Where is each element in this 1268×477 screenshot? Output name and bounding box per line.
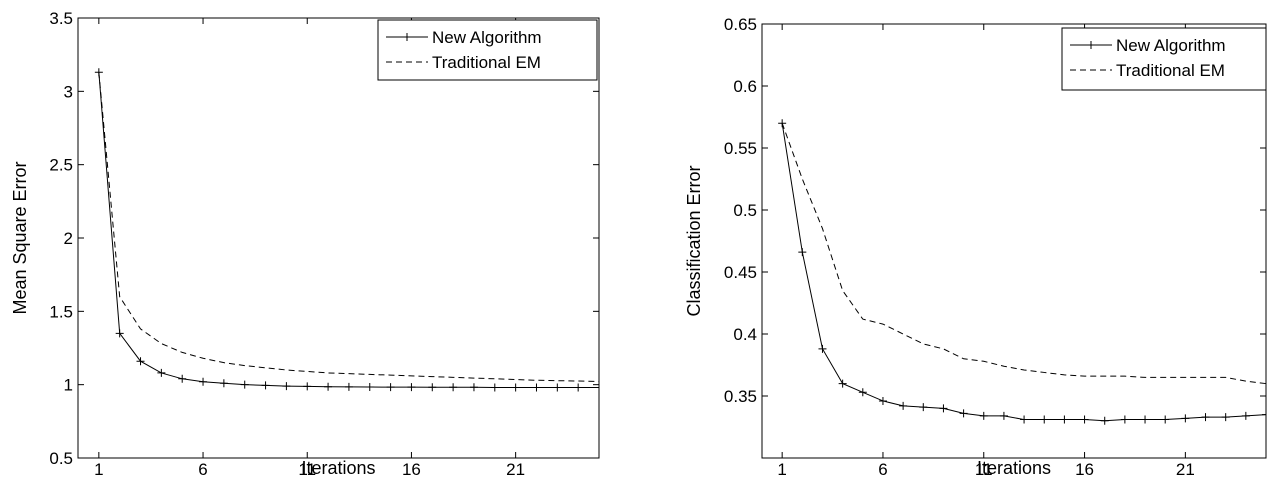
x-tick-label: 11 [298,460,316,477]
x-tick-label: 21 [506,460,525,477]
legend-label: Traditional EM [432,53,541,72]
series-point-marker [1241,411,1250,420]
y-tick-label: 0.4 [733,325,757,344]
legend-marker [1087,41,1095,49]
series-line-0 [98,72,599,388]
series-point-marker [240,380,249,389]
y-tick-label: 1.5 [49,302,73,321]
y-axis-title: Classification Error [684,165,704,316]
x-axis-title: Iterations [977,458,1051,477]
y-tick-label: 2.5 [49,156,73,175]
y-tick-label: 1 [64,376,73,395]
series-line-1 [781,123,1266,385]
series-point-marker [818,344,827,353]
series-point-marker [511,383,520,392]
series-point-marker [1020,415,1029,424]
y-tick-label: 2 [64,229,73,248]
series-point-marker [178,374,187,383]
x-tick-label: 11 [975,460,993,477]
series-point-marker [878,396,887,405]
series-line-0 [781,123,1266,422]
series-point-marker [407,383,416,392]
x-axis-title: Iterations [301,458,375,477]
series-point-marker [1141,415,1150,424]
series-point-marker [1262,410,1266,419]
series-point-marker [1100,416,1109,425]
x-tick-label: 16 [402,460,421,477]
series-point-marker [261,381,270,390]
series-point-marker [386,383,395,392]
series-point-marker [1181,414,1190,423]
series-point-marker [595,383,599,392]
series-point-marker [838,379,847,388]
series-point-marker [1060,415,1069,424]
series-point-marker [344,382,353,391]
y-tick-label: 0.5 [49,449,73,468]
legend-label: New Algorithm [432,28,542,47]
series-point-marker [919,403,928,412]
x-tick-label: 1 [777,460,786,477]
y-tick-label: 0.6 [733,77,757,96]
series-point-marker [899,401,908,410]
series-point-marker [303,382,312,391]
y-tick-label: 3.5 [49,9,73,28]
legend-label: New Algorithm [1116,36,1226,55]
series-point-marker [798,248,807,257]
series-point-marker [1221,413,1230,422]
series-group [778,119,1266,425]
y-tick-label: 0.55 [724,139,757,158]
y-tick-label: 3 [64,82,73,101]
series-point-marker [553,383,562,392]
series-point-marker [939,404,948,413]
legend: New Algorithm Traditional EM [377,19,598,81]
y-axis-title: Mean Square Error [10,161,30,314]
legend-marker [403,33,411,41]
plot-frame [761,23,1267,459]
series-point-marker [199,377,208,386]
series-point-marker [490,383,499,392]
series-point-marker [1120,415,1129,424]
classification-error-chart: 1 6 11 16 210.350.40.450.50.550.60.65Iterati… [684,15,1267,477]
series-point-marker [365,383,374,392]
series-point-marker [1161,415,1170,424]
series-point-marker [999,411,1008,420]
y-tick-label: 0.45 [724,263,757,282]
series-point-marker [136,357,145,366]
legend: New Algorithm Traditional EM [1061,27,1267,91]
series-point-marker [324,382,333,391]
series-point-marker [574,383,583,392]
series-point-marker [469,383,478,392]
series-point-marker [219,379,228,388]
x-tick-label: 6 [198,460,207,477]
x-tick-label: 16 [1075,460,1094,477]
legend-label: Traditional EM [1116,61,1225,80]
y-tick-label: 0.5 [733,201,757,220]
series-point-marker [858,388,867,397]
legend-box [1061,27,1267,91]
x-tick-label: 6 [878,460,887,477]
y-tick-label: 0.65 [724,15,757,34]
series-point-marker [1201,413,1210,422]
series-point-marker [115,329,124,338]
series-group [94,68,599,392]
x-tick-label: 21 [1176,460,1195,477]
series-line-1 [98,72,599,382]
series-point-marker [428,383,437,392]
plot-frame [77,17,600,459]
series-point-marker [979,411,988,420]
series-point-marker [532,383,541,392]
y-tick-label: 0.35 [724,387,757,406]
series-point-marker [449,383,458,392]
series-point-marker [959,409,968,418]
x-tick-label: 1 [94,460,103,477]
series-point-marker [1080,415,1089,424]
series-point-marker [1040,415,1049,424]
series-point-marker [157,368,166,377]
legend-box [377,19,598,81]
series-point-marker [282,382,291,391]
